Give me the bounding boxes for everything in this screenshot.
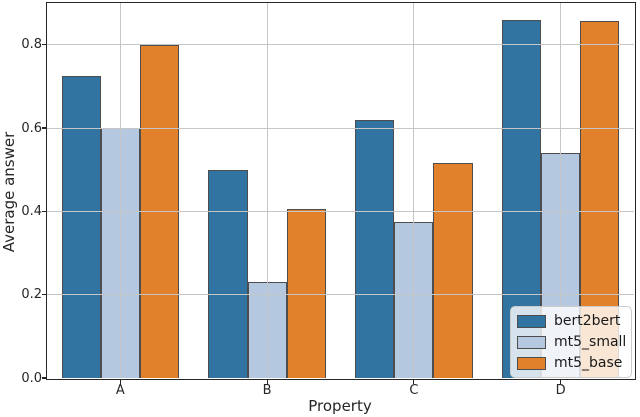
xtick-label-A: A (115, 383, 125, 398)
gridline-y-0.4 (47, 210, 634, 212)
bar-B-mt5_base (286, 209, 326, 378)
ytick-mark-0.2 (41, 294, 46, 296)
xtick-mark-B (266, 379, 268, 384)
ytick-mark-0.4 (41, 210, 46, 212)
legend-item-bert2bert: bert2bert (517, 313, 623, 329)
gridline-x-C (413, 3, 415, 378)
legend-swatch-mt5_small (517, 335, 546, 349)
ytick-mark-0.0 (41, 377, 46, 379)
gridline-x-D (560, 3, 562, 378)
y-axis-label: Average answer (0, 131, 18, 253)
xtick-label-C: C (409, 383, 419, 398)
bar-C-bert2bert (355, 119, 395, 378)
gridline-y-0.6 (47, 127, 634, 129)
xtick-mark-C (413, 379, 415, 384)
gridline-x-A (119, 3, 121, 378)
ytick-mark-0.8 (41, 44, 46, 46)
legend-label-bert2bert: bert2bert (554, 313, 621, 329)
legend-swatch-mt5_base (517, 356, 546, 370)
ytick-label-0.2: 0.2 (21, 287, 42, 303)
legend: bert2bert mt5_small mt5_base (510, 306, 632, 378)
ytick-label-0.6: 0.6 (21, 120, 42, 136)
x-axis-label: Property (308, 397, 372, 415)
legend-label-mt5_small: mt5_small (554, 334, 627, 350)
gridline-y-0.8 (47, 44, 634, 46)
bar-B-bert2bert (208, 169, 248, 378)
xtick-mark-A (119, 379, 121, 384)
ytick-mark-0.6 (41, 127, 46, 129)
xtick-mark-D (560, 379, 562, 384)
xtick-label-B: B (262, 383, 272, 398)
bar-C-mt5_base (433, 163, 473, 378)
gridline-x-B (266, 3, 268, 378)
xtick-label-D: D (555, 383, 566, 398)
legend-label-mt5_base: mt5_base (554, 355, 623, 371)
legend-swatch-bert2bert (517, 314, 546, 328)
legend-item-mt5_small: mt5_small (517, 334, 627, 350)
legend-item-mt5_base: mt5_base (517, 355, 623, 371)
ytick-label-0.4: 0.4 (21, 203, 42, 219)
bar-A-bert2bert (61, 75, 101, 378)
ytick-label-0.0: 0.0 (21, 370, 42, 386)
ytick-label-0.8: 0.8 (21, 37, 42, 53)
gridline-y-0.2 (47, 294, 634, 296)
